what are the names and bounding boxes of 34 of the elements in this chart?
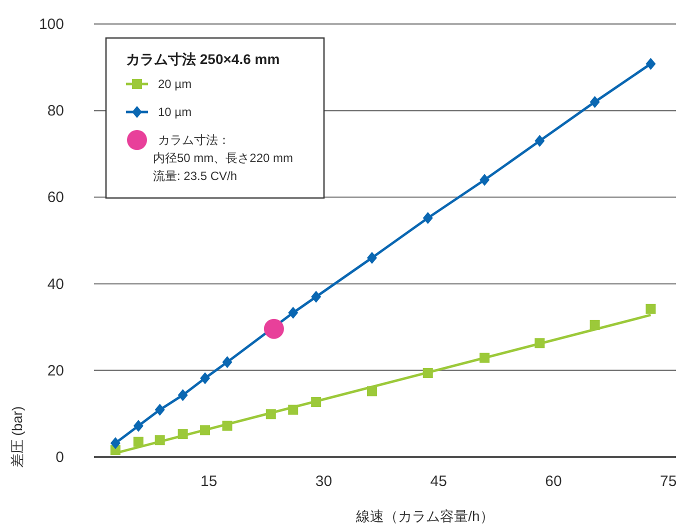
x-axis-title: 線速（カラム容量/h） bbox=[355, 508, 494, 524]
point bbox=[646, 58, 656, 70]
y-tick-label: 100 bbox=[38, 16, 64, 33]
legend-label: 10 µm bbox=[158, 105, 192, 119]
y-tick-label: 80 bbox=[47, 102, 64, 120]
x-tick-label: 45 bbox=[430, 473, 447, 490]
point bbox=[366, 252, 377, 264]
y-tick-label: 20 bbox=[47, 362, 64, 380]
point bbox=[288, 306, 298, 319]
y-tick-label: 60 bbox=[47, 189, 64, 206]
point bbox=[133, 420, 144, 432]
point bbox=[200, 372, 210, 384]
point bbox=[178, 389, 188, 402]
y-axis-title: 差圧 (bar) bbox=[9, 406, 25, 468]
legend-label: カラム寸法： bbox=[158, 133, 230, 147]
x-tick-label: 60 bbox=[545, 473, 562, 490]
y-tick-label: 0 bbox=[56, 449, 64, 466]
point bbox=[422, 212, 433, 224]
annotation: 内径50 mm、長さ220 mm bbox=[153, 151, 294, 165]
annotation: 流量: 23.5 CV/h bbox=[153, 169, 238, 183]
point bbox=[534, 134, 545, 147]
point bbox=[154, 404, 165, 416]
point bbox=[590, 96, 600, 108]
x-tick-label: 30 bbox=[315, 473, 332, 490]
x-tick-label: 75 bbox=[660, 473, 677, 490]
legend-label: 20 µm bbox=[158, 77, 192, 91]
point bbox=[110, 437, 120, 450]
point bbox=[222, 356, 232, 368]
point bbox=[311, 290, 322, 303]
y-tick-label: 40 bbox=[47, 276, 64, 293]
x-tick-label: 15 bbox=[200, 473, 218, 490]
point bbox=[646, 304, 656, 314]
point bbox=[480, 174, 490, 186]
legend-title: カラム寸法 250×4.6 mm bbox=[126, 51, 280, 67]
